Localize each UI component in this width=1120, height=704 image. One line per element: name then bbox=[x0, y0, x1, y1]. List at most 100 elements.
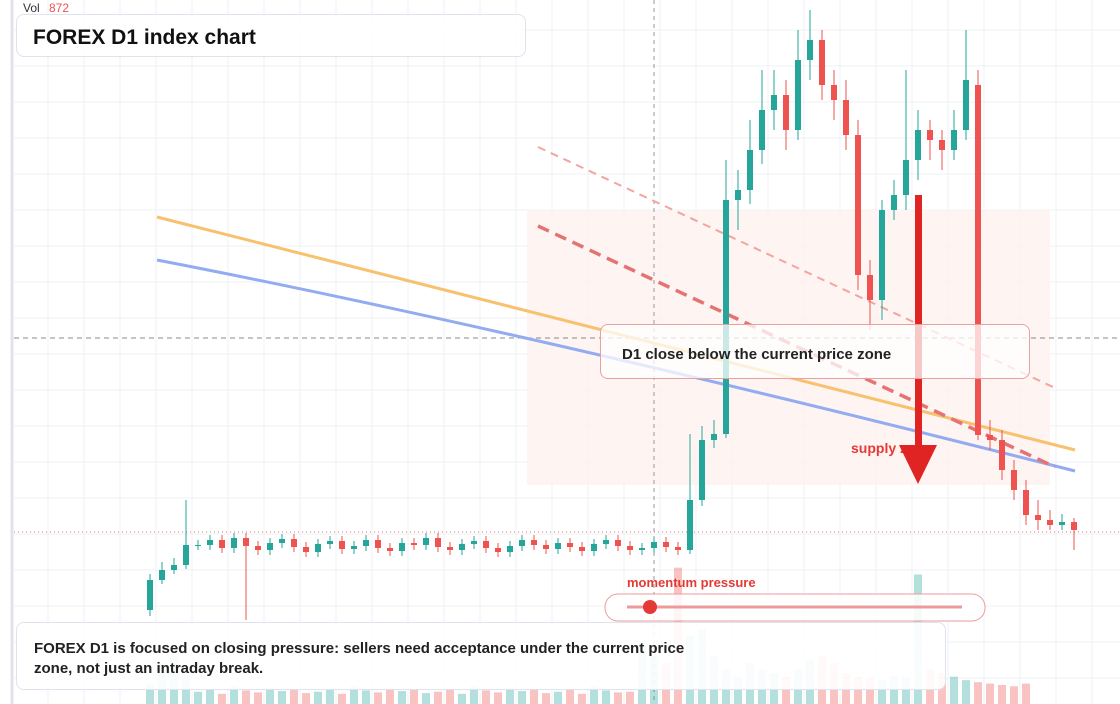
candle-body bbox=[207, 540, 213, 545]
volume-bar bbox=[494, 692, 502, 704]
candle-body bbox=[531, 540, 537, 545]
candle-body bbox=[519, 540, 525, 546]
volume-bar bbox=[782, 676, 790, 704]
candle-body bbox=[1011, 470, 1017, 490]
candle-body bbox=[327, 541, 333, 544]
volume-bar bbox=[326, 689, 334, 704]
volume-bar bbox=[602, 690, 610, 704]
volume-bar bbox=[146, 683, 154, 704]
candle-body bbox=[567, 543, 573, 547]
candle-body bbox=[459, 544, 465, 550]
candle-body bbox=[591, 544, 597, 551]
candle-body bbox=[927, 130, 933, 140]
candle-body bbox=[711, 434, 717, 440]
candle-body bbox=[903, 160, 909, 195]
volume-bar bbox=[458, 693, 466, 704]
candle-body bbox=[663, 542, 669, 547]
candle-body bbox=[507, 546, 513, 552]
channel-line bbox=[537, 146, 1054, 388]
candle-body bbox=[171, 565, 177, 570]
callout-box: D1 close below the current price zone bbox=[600, 324, 1030, 379]
candle-body bbox=[627, 546, 633, 550]
volume-bar bbox=[554, 691, 562, 704]
volume-bar bbox=[278, 691, 286, 704]
candle-body bbox=[495, 548, 501, 552]
caption: FOREX D1 is focused on closing pressure:… bbox=[34, 640, 685, 677]
candle-body bbox=[579, 547, 585, 551]
candle-body bbox=[471, 541, 477, 544]
volume-bar bbox=[590, 686, 598, 704]
volume-bar bbox=[950, 676, 958, 704]
candle-body bbox=[291, 539, 297, 547]
volume-bar bbox=[206, 689, 214, 704]
candle-body bbox=[855, 135, 861, 275]
candle-body bbox=[363, 540, 369, 546]
candle-body bbox=[843, 100, 849, 135]
slider-thumb[interactable] bbox=[643, 600, 657, 614]
candle-body bbox=[231, 538, 237, 548]
caption-box: FOREX D1 is focused on closing pressure:… bbox=[16, 622, 946, 690]
volume-bar bbox=[506, 687, 514, 704]
candle-body bbox=[975, 85, 981, 435]
volume-bar bbox=[986, 683, 994, 704]
volume-bar bbox=[266, 687, 274, 704]
volume-bar bbox=[254, 692, 262, 704]
volume-bar bbox=[290, 689, 298, 704]
candle-body bbox=[1047, 520, 1053, 525]
candle-body bbox=[375, 540, 381, 548]
volume-value: 872 bbox=[49, 1, 69, 15]
candle-body bbox=[783, 95, 789, 130]
volume-bar bbox=[398, 691, 406, 704]
candle-body bbox=[303, 547, 309, 552]
volume-bar bbox=[194, 691, 202, 704]
volume-bar bbox=[962, 680, 970, 704]
volume-bar bbox=[386, 687, 394, 704]
candle-body bbox=[1035, 515, 1041, 520]
volume-bar bbox=[902, 676, 910, 704]
candle-body bbox=[675, 547, 681, 550]
candle-body bbox=[1071, 522, 1077, 530]
volume-bar bbox=[998, 684, 1006, 704]
volume-bar bbox=[626, 691, 634, 704]
volume-bar bbox=[614, 692, 622, 704]
volume-bar bbox=[362, 690, 370, 704]
candle-body bbox=[963, 80, 969, 130]
volume-bar bbox=[410, 689, 418, 704]
candle-body bbox=[255, 546, 261, 550]
candle-body bbox=[267, 543, 273, 550]
candle-body bbox=[399, 543, 405, 551]
candle-body bbox=[867, 275, 873, 300]
candle-body bbox=[819, 40, 825, 85]
candle-body bbox=[159, 570, 165, 580]
candle-body bbox=[147, 580, 153, 610]
candle-body bbox=[195, 545, 201, 546]
volume-bar bbox=[314, 691, 322, 704]
candle-body bbox=[723, 200, 729, 434]
volume-bar bbox=[1022, 683, 1030, 704]
candle-body bbox=[1023, 490, 1029, 515]
candle-body bbox=[759, 110, 765, 150]
volume-bar bbox=[218, 693, 226, 704]
candle-body bbox=[435, 538, 441, 547]
candle-body bbox=[423, 538, 429, 545]
candle-body bbox=[735, 190, 741, 200]
volume-bar bbox=[530, 689, 538, 704]
volume-bar bbox=[1010, 686, 1018, 704]
volume-bar bbox=[338, 693, 346, 704]
candle-body bbox=[771, 95, 777, 110]
title-box: FOREX D1 index chart bbox=[16, 14, 526, 57]
candle-body bbox=[411, 543, 417, 545]
candle-body bbox=[795, 60, 801, 130]
candle-body bbox=[939, 140, 945, 150]
candle-body bbox=[483, 541, 489, 548]
volume-bar bbox=[302, 693, 310, 704]
candle-body bbox=[279, 539, 285, 543]
volume-bar bbox=[734, 676, 742, 704]
candle-body bbox=[987, 435, 993, 440]
volume-bar bbox=[974, 682, 982, 704]
volume-bar bbox=[482, 690, 490, 704]
candle-body bbox=[219, 540, 225, 548]
candle-body bbox=[951, 130, 957, 150]
volume-bar bbox=[422, 693, 430, 704]
